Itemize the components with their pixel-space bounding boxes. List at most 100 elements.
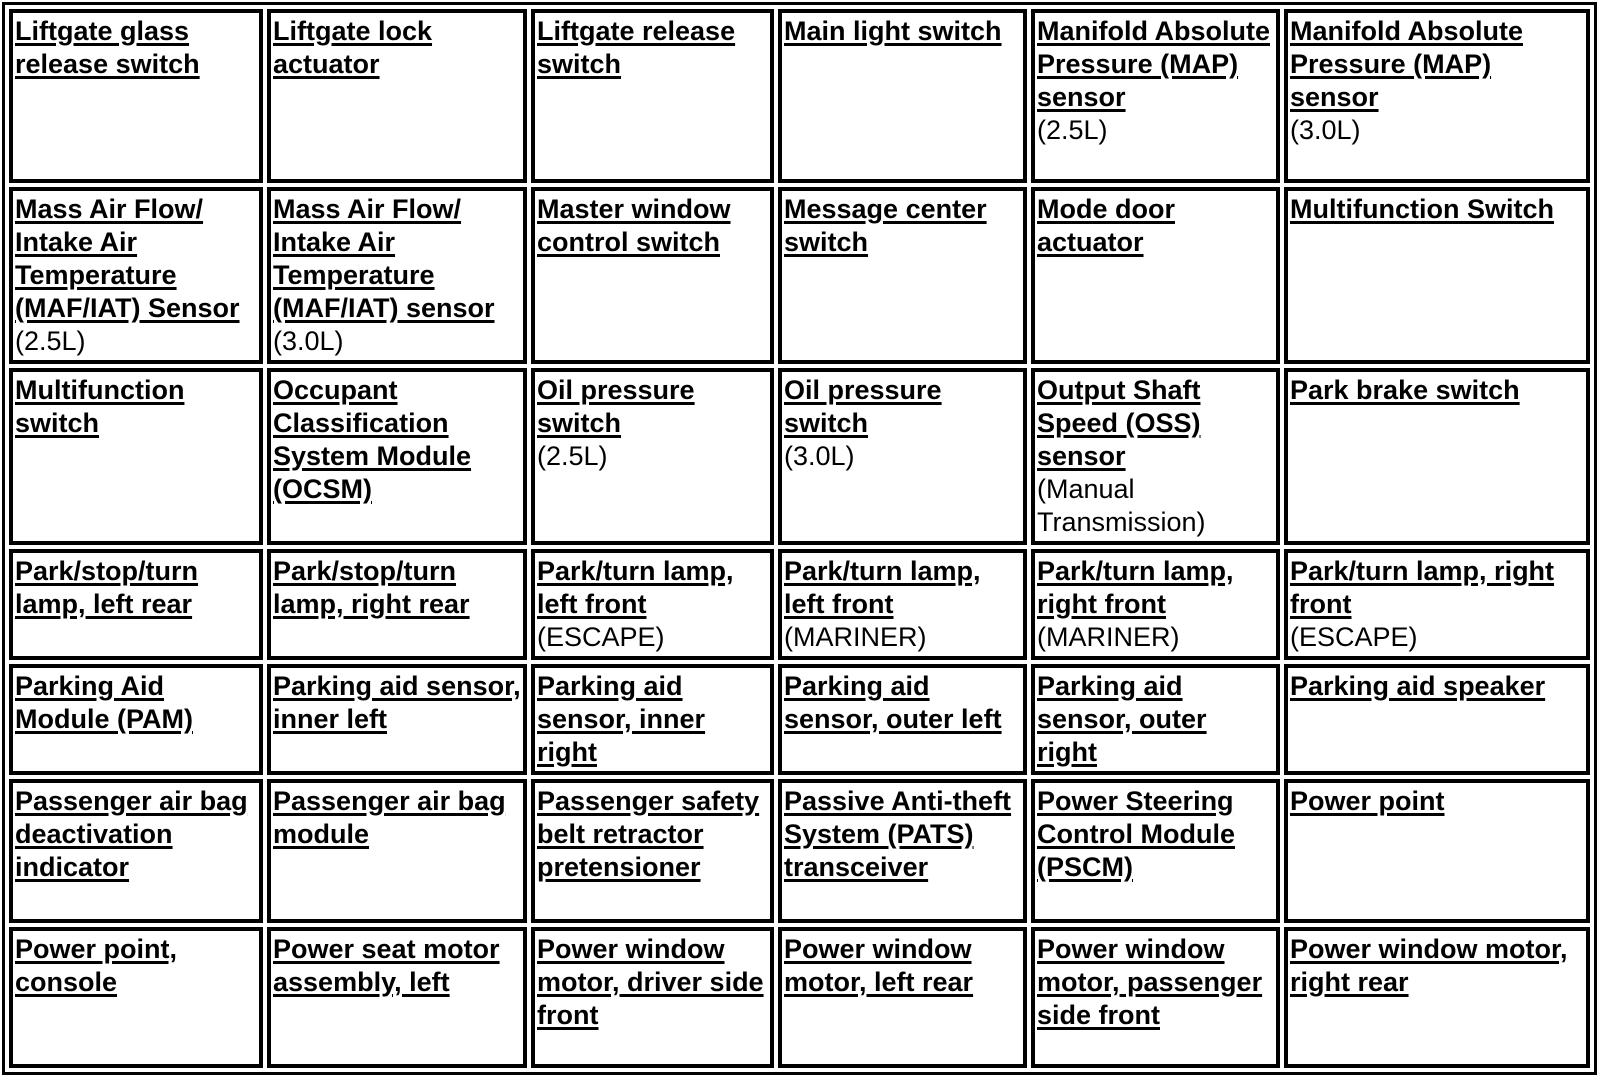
table-cell: Park/turn lamp, right front (MARINER) [1031, 549, 1280, 660]
component-qualifier: (ESCAPE) [1290, 622, 1418, 652]
table-cell: Park/stop/turn lamp, right rear [267, 549, 527, 660]
table-cell: Power point [1284, 779, 1590, 923]
component-link[interactable]: Manifold Absolute Pressure (MAP) sensor [1037, 16, 1270, 112]
component-link[interactable]: Message center switch [784, 194, 987, 257]
component-qualifier: (3.0L) [273, 326, 344, 356]
table-cell: Liftgate glass release switch [9, 9, 263, 183]
component-link[interactable]: Power window motor, driver side front [537, 934, 764, 1030]
component-qualifier: (MARINER) [784, 622, 927, 652]
table-row: Parking Aid Module (PAM) Parking aid sens… [9, 664, 1590, 775]
component-link[interactable]: Mass Air Flow/ Intake Air Temperature (M… [15, 194, 240, 323]
component-link[interactable]: Power point [1290, 786, 1445, 816]
component-link[interactable]: Parking aid sensor, outer right [1037, 671, 1207, 767]
component-link[interactable]: Park/turn lamp, left front [537, 556, 734, 619]
component-link[interactable]: Parking Aid Module (PAM) [15, 671, 193, 734]
table-row: Passenger air bag deactivation indicator… [9, 779, 1590, 923]
table-cell: Park/stop/turn lamp, left rear [9, 549, 263, 660]
component-link[interactable]: Liftgate release switch [537, 16, 736, 79]
component-qualifier: (ESCAPE) [537, 622, 665, 652]
component-link[interactable]: Power Steering Control Module (PSCM) [1037, 786, 1235, 882]
component-qualifier: (2.5L) [537, 441, 608, 471]
table-cell: Manifold Absolute Pressure (MAP) sensor(… [1031, 9, 1280, 183]
table-cell: Occupant Classification System Module (O… [267, 368, 527, 545]
table-cell: Main light switch [778, 9, 1027, 183]
component-link[interactable]: Power window motor, right rear [1290, 934, 1568, 997]
component-link[interactable]: Passenger safety belt retractor pretensi… [537, 786, 760, 882]
table-row: Power point, console Power seat motor ass… [9, 927, 1590, 1068]
component-link[interactable]: Mass Air Flow/ Intake Air Temperature (M… [273, 194, 495, 323]
component-link[interactable]: Power point, console [15, 934, 177, 997]
table-cell: Power window motor, driver side front [531, 927, 774, 1068]
component-link[interactable]: Manifold Absolute Pressure (MAP) sensor [1290, 16, 1523, 112]
component-link[interactable]: Park/stop/turn lamp, right rear [273, 556, 470, 619]
table-cell: Power Steering Control Module (PSCM) [1031, 779, 1280, 923]
table-cell: Manifold Absolute Pressure (MAP) sensor(… [1284, 9, 1590, 183]
component-link[interactable]: Park/turn lamp, right front [1290, 556, 1555, 619]
component-link[interactable]: Park/stop/turn lamp, left rear [15, 556, 199, 619]
component-link[interactable]: Parking aid sensor, inner right [537, 671, 706, 767]
component-link[interactable]: Output Shaft Speed (OSS) sensor [1037, 375, 1201, 471]
table-cell: Park/turn lamp, left front (MARINER) [778, 549, 1027, 660]
table-cell: Power window motor, passenger side front [1031, 927, 1280, 1068]
component-qualifier: (3.0L) [784, 441, 855, 471]
table-cell: Passenger air bag deactivation indicator [9, 779, 263, 923]
component-link[interactable]: Parking aid sensor, outer left [784, 671, 1002, 734]
table-cell: Power window motor, left rear [778, 927, 1027, 1068]
component-link[interactable]: Power seat motor assembly, left [273, 934, 500, 997]
table-cell: Liftgate lock actuator [267, 9, 527, 183]
table-cell: Multifunction Switch [1284, 187, 1590, 364]
component-link[interactable]: Main light switch [784, 16, 1002, 46]
table-cell: Park brake switch [1284, 368, 1590, 545]
component-link[interactable]: Master window control switch [537, 194, 731, 257]
component-link[interactable]: Oil pressure switch [784, 375, 942, 438]
table-row: Liftgate glass release switch Liftgate lo… [9, 9, 1590, 183]
component-link[interactable]: Passive Anti-theft System (PATS) transce… [784, 786, 1012, 882]
component-qualifier: (3.0L) [1290, 115, 1361, 145]
table-cell: Mass Air Flow/ Intake Air Temperature (M… [9, 187, 263, 364]
table-cell: Parking Aid Module (PAM) [9, 664, 263, 775]
table-cell: Oil pressure switch (2.5L) [531, 368, 774, 545]
table-cell: Oil pressure switch (3.0L) [778, 368, 1027, 545]
component-qualifier: (Manual Transmission) [1037, 474, 1206, 537]
table-cell: Parking aid speaker [1284, 664, 1590, 775]
table-cell: Park/turn lamp, right front (ESCAPE) [1284, 549, 1590, 660]
component-link[interactable]: Mode door actuator [1037, 194, 1175, 257]
table-cell: Passive Anti-theft System (PATS) transce… [778, 779, 1027, 923]
component-link[interactable]: Park/turn lamp, right front [1037, 556, 1234, 619]
table-cell: Passenger safety belt retractor pretensi… [531, 779, 774, 923]
component-qualifier: (MARINER) [1037, 622, 1180, 652]
component-link[interactable]: Park brake switch [1290, 375, 1520, 405]
component-link[interactable]: Occupant Classification System Module (O… [273, 375, 472, 504]
table-cell: Output Shaft Speed (OSS) sensor (Manual T… [1031, 368, 1280, 545]
table-cell: Parking aid sensor, inner right [531, 664, 774, 775]
component-link[interactable]: Oil pressure switch [537, 375, 695, 438]
component-link[interactable]: Liftgate lock actuator [273, 16, 433, 79]
component-link[interactable]: Park/turn lamp, left front [784, 556, 981, 619]
component-link[interactable]: Parking aid speaker [1290, 671, 1546, 701]
table-cell: Multifunction switch [9, 368, 263, 545]
component-link[interactable]: Passenger air bag deactivation indicator [15, 786, 248, 882]
table-row: Mass Air Flow/ Intake Air Temperature (M… [9, 187, 1590, 364]
table-cell: Power point, console [9, 927, 263, 1068]
table-row: Multifunction switch Occupant Classificat… [9, 368, 1590, 545]
table-row: Park/stop/turn lamp, left rear Park/stop/… [9, 549, 1590, 660]
component-link[interactable]: Parking aid sensor, inner left [273, 671, 521, 734]
table-cell: Power window motor, right rear [1284, 927, 1590, 1068]
component-link[interactable]: Multifunction switch [15, 375, 185, 438]
component-link[interactable]: Power window motor, passenger side front [1037, 934, 1263, 1030]
component-qualifier: (2.5L) [15, 326, 86, 356]
component-link[interactable]: Liftgate glass release switch [15, 16, 200, 79]
table-cell: Master window control switch [531, 187, 774, 364]
table-cell: Power seat motor assembly, left [267, 927, 527, 1068]
table-cell: Mode door actuator [1031, 187, 1280, 364]
component-link[interactable]: Power window motor, left rear [784, 934, 974, 997]
component-link[interactable]: Passenger air bag module [273, 786, 506, 849]
table-cell: Passenger air bag module [267, 779, 527, 923]
table-cell: Liftgate release switch [531, 9, 774, 183]
component-qualifier: (2.5L) [1037, 115, 1108, 145]
table-cell: Parking aid sensor, outer left [778, 664, 1027, 775]
table-cell: Parking aid sensor, inner left [267, 664, 527, 775]
table-cell: Park/turn lamp, left front (ESCAPE) [531, 549, 774, 660]
component-link[interactable]: Multifunction Switch [1290, 194, 1554, 224]
